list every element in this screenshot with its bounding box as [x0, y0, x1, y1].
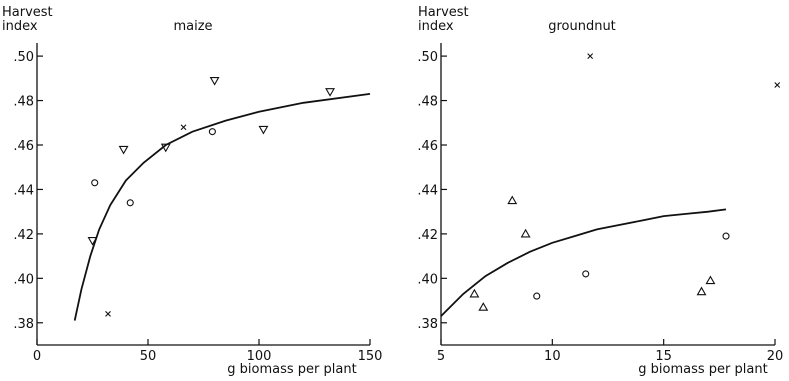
x-tick-label: 0	[33, 349, 41, 364]
y-tick-label: .46	[13, 139, 34, 154]
x-tick-label: 150	[358, 349, 383, 364]
data-point-triangle-down	[87, 237, 98, 246]
y-axis-label: Harvest	[418, 5, 469, 20]
data-point-cross	[105, 310, 111, 317]
data-point-circle	[126, 199, 134, 207]
data-point-cross	[774, 82, 781, 88]
y-tick-label: .50	[13, 50, 34, 65]
panel-title: groundnut	[548, 19, 616, 34]
data-point-triangle-up	[520, 228, 531, 238]
fitted-curve	[73, 93, 371, 321]
data-point-triangle-up	[696, 286, 707, 296]
data-point-triangle-up	[705, 275, 716, 285]
y-tick-label: .40	[13, 272, 34, 287]
y-tick-label: .46	[417, 139, 438, 154]
data-point-triangle-down	[258, 125, 269, 135]
y-tick-label: .40	[417, 272, 438, 287]
x-axis-label: g biomass per plant	[638, 362, 767, 377]
fitted-curve	[440, 208, 727, 317]
y-tick-label: .50	[417, 50, 438, 65]
y-tick-label: .44	[13, 183, 34, 198]
y-tick-label: .42	[13, 228, 34, 243]
data-point-triangle-down	[118, 145, 129, 155]
data-point-circle	[533, 292, 541, 300]
maize-panel: .38 .40 .42 .44 .46 .48 .50 0 50 100 150 Harvestind…	[2, 5, 382, 377]
y-axis-label: Harvest	[2, 5, 53, 20]
x-tick-label: 5	[437, 349, 445, 364]
data-point-triangle-up	[469, 288, 480, 298]
panel-title: maize	[173, 19, 212, 34]
y-axis-label: index	[2, 19, 38, 34]
y-tick-label: .48	[417, 95, 438, 110]
data-point-circle	[208, 128, 216, 136]
x-tick-label: 50	[140, 349, 157, 364]
y-axis-label: index	[418, 19, 454, 34]
groundnut-panel: .38 .40 .42 .44 .46 .48 .50 5 10 15 20 Harvestindex…	[417, 5, 783, 377]
y-tick-label: .38	[417, 317, 438, 332]
data-point-triangle-down	[325, 88, 335, 97]
y-tick-label: .44	[417, 183, 438, 198]
x-tick-label: 15	[655, 349, 672, 364]
x-tick-label: 100	[247, 349, 272, 364]
data-point-cross	[180, 124, 187, 131]
data-point-circle	[722, 232, 730, 240]
x-tick-label: 10	[544, 349, 561, 364]
data-point-triangle-down	[160, 143, 171, 153]
x-axis-label: g biomass per plant	[227, 362, 356, 377]
data-point-triangle-up	[507, 195, 518, 205]
data-point-triangle-up	[478, 302, 489, 311]
data-point-circle	[91, 179, 99, 187]
x-tick-label: 20	[767, 349, 784, 364]
data-point-circle	[582, 270, 590, 278]
data-point-triangle-down	[209, 77, 220, 86]
y-tick-label: .38	[13, 317, 34, 332]
y-tick-label: .48	[13, 95, 34, 110]
y-tick-label: .42	[417, 228, 438, 243]
data-point-cross	[587, 53, 594, 60]
